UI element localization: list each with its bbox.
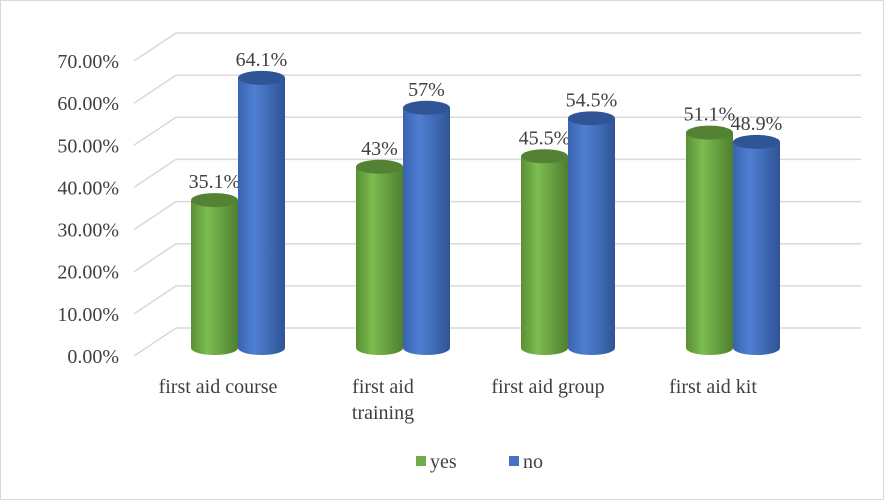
data-label: 57% xyxy=(408,79,445,101)
bar-top-no xyxy=(403,100,450,115)
bar-yes xyxy=(356,166,403,355)
data-label: 43% xyxy=(361,138,398,160)
x-tick-label: first aid xyxy=(352,376,414,398)
data-label: 54.5% xyxy=(566,89,618,111)
bar-yes xyxy=(191,200,238,355)
legend-swatch-no xyxy=(509,456,519,466)
legend-label-no: no xyxy=(523,451,543,473)
y-tick-label: 20.00% xyxy=(57,262,119,284)
y-tick-label: 0.00% xyxy=(67,346,119,368)
bar-no xyxy=(238,77,285,355)
bar-no xyxy=(568,118,615,355)
bar-top-no xyxy=(568,111,615,126)
y-tick-label: 10.00% xyxy=(57,304,119,326)
bar-top-yes xyxy=(356,159,403,174)
bar-top-yes xyxy=(521,149,568,164)
gridline xyxy=(133,32,861,62)
x-tick-label: first aid group xyxy=(491,376,604,398)
bar-yes xyxy=(521,156,568,355)
gridline xyxy=(133,285,861,315)
y-tick-label: 40.00% xyxy=(57,177,119,199)
bar-no xyxy=(733,141,780,355)
x-tick-label: first aid kit xyxy=(669,376,757,398)
gridline xyxy=(133,242,861,273)
data-label: 51.1% xyxy=(684,104,736,126)
data-label: 64.1% xyxy=(236,49,288,71)
x-tick-label: first aid course xyxy=(159,376,278,398)
y-tick-label: 60.00% xyxy=(57,93,119,115)
bar-top-no xyxy=(733,134,780,149)
bar-top-no xyxy=(238,70,285,85)
x-tick-label: training xyxy=(352,402,414,424)
bar-top-yes xyxy=(191,193,238,208)
bar-top-yes xyxy=(686,125,733,140)
gridline xyxy=(133,116,861,146)
legend-label-yes: yes xyxy=(430,451,457,473)
data-label: 48.9% xyxy=(731,113,783,135)
data-label: 45.5% xyxy=(519,127,571,149)
gridline xyxy=(133,158,861,189)
gridline xyxy=(133,200,861,231)
y-tick-label: 70.00% xyxy=(57,51,119,73)
legend-swatch-yes xyxy=(416,456,426,466)
bar-yes xyxy=(686,132,733,355)
y-tick-label: 50.00% xyxy=(57,135,119,157)
gridline xyxy=(133,74,861,104)
bar-no xyxy=(403,107,450,356)
gridline xyxy=(133,327,861,357)
data-label: 35.1% xyxy=(189,171,241,193)
y-tick-label: 30.00% xyxy=(57,220,119,242)
